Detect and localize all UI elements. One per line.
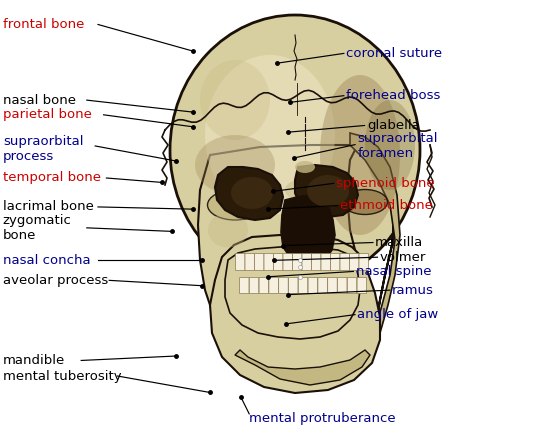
Text: mandible: mandible (3, 354, 65, 367)
Text: ethmoid bone: ethmoid bone (340, 199, 433, 212)
Polygon shape (215, 167, 283, 220)
Ellipse shape (208, 190, 263, 220)
FancyBboxPatch shape (240, 278, 249, 294)
FancyBboxPatch shape (321, 254, 330, 271)
FancyBboxPatch shape (283, 254, 292, 271)
Text: nasal bone: nasal bone (3, 93, 76, 107)
FancyBboxPatch shape (338, 278, 347, 294)
Text: nasal concha: nasal concha (3, 254, 90, 267)
FancyBboxPatch shape (264, 254, 273, 271)
Text: forehead boss: forehead boss (346, 89, 441, 102)
Text: volmer: volmer (380, 251, 426, 264)
Ellipse shape (195, 135, 275, 195)
Ellipse shape (285, 180, 315, 200)
FancyBboxPatch shape (308, 278, 318, 294)
Text: mental tuberosity: mental tuberosity (3, 369, 122, 383)
FancyBboxPatch shape (340, 254, 349, 271)
FancyBboxPatch shape (292, 254, 302, 271)
Text: nasal spine: nasal spine (356, 265, 431, 278)
FancyBboxPatch shape (298, 278, 308, 294)
Text: glabella: glabella (367, 119, 419, 132)
Polygon shape (210, 235, 380, 393)
FancyBboxPatch shape (330, 254, 340, 271)
Ellipse shape (200, 60, 270, 140)
Text: temporal bone: temporal bone (3, 171, 101, 185)
Ellipse shape (295, 161, 315, 173)
Polygon shape (235, 350, 370, 385)
FancyBboxPatch shape (359, 254, 368, 271)
Text: supraorbital
process: supraorbital process (3, 135, 83, 163)
FancyBboxPatch shape (279, 278, 288, 294)
FancyBboxPatch shape (273, 254, 283, 271)
FancyBboxPatch shape (249, 278, 259, 294)
Text: parietal bone: parietal bone (3, 108, 92, 121)
Ellipse shape (205, 55, 335, 215)
Text: ramus: ramus (392, 283, 434, 297)
FancyBboxPatch shape (349, 254, 359, 271)
Text: frontal bone: frontal bone (3, 18, 84, 31)
FancyBboxPatch shape (269, 278, 278, 294)
Polygon shape (281, 195, 335, 263)
Ellipse shape (231, 177, 273, 209)
FancyBboxPatch shape (245, 254, 254, 271)
FancyBboxPatch shape (254, 254, 264, 271)
Ellipse shape (365, 100, 415, 190)
Text: lacrimal bone: lacrimal bone (3, 200, 94, 214)
FancyBboxPatch shape (357, 278, 367, 294)
FancyBboxPatch shape (302, 254, 311, 271)
Polygon shape (295, 165, 358, 217)
Ellipse shape (343, 190, 388, 214)
Text: aveolar process: aveolar process (3, 274, 108, 287)
Ellipse shape (320, 75, 400, 235)
Ellipse shape (208, 213, 248, 247)
FancyBboxPatch shape (236, 254, 245, 271)
Polygon shape (310, 133, 400, 385)
FancyBboxPatch shape (318, 278, 328, 294)
Text: sphenoid bone: sphenoid bone (336, 177, 435, 190)
FancyBboxPatch shape (288, 278, 298, 294)
Polygon shape (225, 247, 360, 339)
FancyBboxPatch shape (259, 278, 269, 294)
Ellipse shape (170, 15, 420, 285)
Polygon shape (198, 145, 375, 383)
Text: supraorbital
foramen: supraorbital foramen (357, 132, 438, 160)
Text: zygomatic
bone: zygomatic bone (3, 214, 72, 242)
Text: mental protruberance: mental protruberance (249, 412, 396, 425)
Text: angle of jaw: angle of jaw (357, 308, 438, 321)
FancyBboxPatch shape (311, 254, 321, 271)
Text: maxilla: maxilla (375, 236, 423, 249)
FancyBboxPatch shape (328, 278, 337, 294)
Ellipse shape (307, 175, 349, 207)
Text: coronal suture: coronal suture (346, 47, 442, 60)
Polygon shape (310, 155, 395, 383)
FancyBboxPatch shape (347, 278, 357, 294)
